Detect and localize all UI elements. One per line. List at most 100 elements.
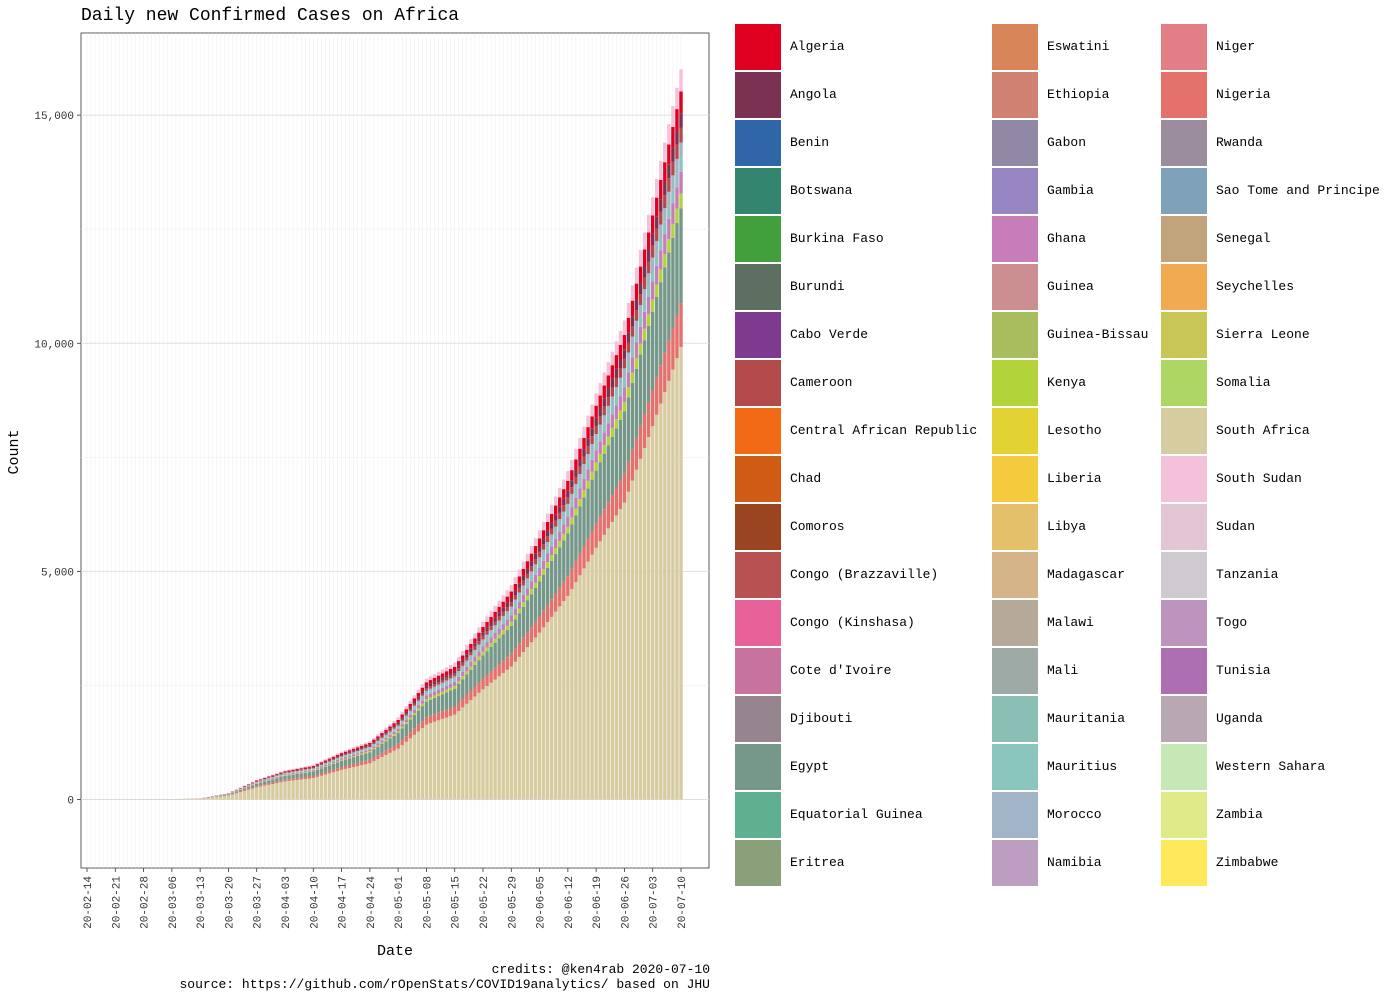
bar-segment (570, 459, 574, 471)
bar-segment (501, 630, 505, 635)
bar-segment (412, 734, 417, 800)
bar-segment (412, 701, 417, 704)
bar-segment (586, 427, 590, 439)
legend-swatch (735, 24, 781, 70)
legend-swatch (992, 120, 1038, 166)
legend-item: Sierra Leone (1161, 312, 1400, 358)
bar-segment (372, 757, 376, 762)
bar-segment (614, 487, 619, 516)
bar-segment (259, 779, 263, 780)
bar-segment (444, 677, 449, 681)
bar-segment (295, 772, 299, 774)
bar-segment (461, 662, 465, 666)
bar-segment (566, 526, 570, 534)
legend-label: Somalia (1216, 375, 1271, 390)
bar-segment (424, 685, 429, 689)
bar-segment (606, 362, 610, 376)
bar-segment (343, 757, 348, 759)
bar-segment (586, 415, 590, 428)
legend-swatch (735, 648, 781, 694)
bar-segment (570, 493, 574, 501)
bar-segment (513, 608, 518, 616)
x-tick-label: 20-04-17 (338, 876, 350, 929)
source-caption: source: https://github.com/rOpenStats/CO… (179, 977, 711, 992)
bar-segment (360, 748, 364, 750)
bar-segment (432, 695, 437, 698)
legend-label: Seychelles (1216, 279, 1295, 294)
bar-segment (513, 599, 518, 604)
bar-segment (594, 450, 598, 463)
bar-segment (481, 642, 485, 647)
bar-segment (667, 124, 671, 145)
bar-segment (477, 627, 481, 633)
bar-segment (663, 392, 667, 800)
bar-segment (250, 787, 255, 789)
bar-segment (481, 678, 485, 690)
bar-segment (250, 782, 255, 783)
bar-segment (477, 656, 481, 661)
bar-segment (659, 282, 663, 366)
bar-segment (295, 774, 299, 779)
bar-segment (638, 316, 643, 327)
bar-segment (283, 772, 287, 773)
legend-item: Ghana (992, 216, 1242, 262)
bar-segment (384, 731, 388, 734)
bar-segment (566, 533, 570, 577)
bar-segment (469, 644, 473, 649)
bar-segment (400, 722, 404, 725)
bar-segment (549, 540, 554, 547)
bar-segment (610, 521, 615, 800)
bar-segment (267, 779, 271, 780)
bar-segment (408, 717, 412, 720)
bar-segment (610, 365, 615, 379)
bar-segment (614, 341, 619, 356)
bar-segment (259, 781, 263, 783)
bar-segment (254, 780, 259, 782)
bar-segment (299, 779, 303, 800)
legend-label: Sierra Leone (1216, 327, 1310, 342)
legend-label: Sudan (1216, 519, 1256, 534)
bar-segment (618, 387, 623, 397)
legend-item: Eswatini (992, 24, 1242, 70)
bar-segment (368, 746, 372, 749)
bar-segment (461, 665, 465, 669)
bar-segment (331, 756, 336, 759)
bar-segment (501, 611, 505, 616)
bar-segment (376, 755, 380, 760)
bar-segment (477, 637, 481, 642)
bar-segment (457, 665, 461, 669)
bar-segment (380, 730, 384, 734)
legend-item: Mauritania (992, 696, 1242, 742)
bar-segment (448, 673, 453, 676)
legend-swatch (1161, 504, 1207, 550)
bar-segment (469, 669, 473, 691)
bar-segment (626, 342, 631, 353)
bar-segment (663, 221, 667, 235)
bar-segment (655, 241, 659, 254)
bar-segment (582, 437, 586, 450)
bar-segment (497, 634, 501, 639)
bar-segment (420, 700, 425, 704)
bar-segment (529, 571, 534, 577)
legend-swatch (992, 72, 1038, 118)
legend-label: Guinea (1047, 279, 1094, 294)
bar-segment (461, 698, 465, 708)
bar-segment (323, 766, 328, 773)
bar-segment (671, 369, 675, 800)
bar-segment (303, 766, 307, 768)
bar-segment (541, 610, 546, 628)
bar-segment (452, 685, 457, 689)
bar-segment (533, 637, 538, 800)
legend-label: Benin (790, 135, 830, 150)
legend-item: Tanzania (1161, 552, 1400, 598)
bar-segment (489, 646, 493, 672)
bar-segment (424, 695, 429, 700)
bar-segment (307, 769, 311, 770)
bar-segment (489, 682, 493, 800)
bar-segment (634, 320, 639, 332)
bar-segment (598, 453, 602, 463)
x-tick-label: 20-06-05 (536, 876, 548, 929)
bar-segment (424, 678, 429, 683)
bar-segment (558, 540, 562, 548)
y-tick-label: 10,000 (34, 339, 74, 351)
